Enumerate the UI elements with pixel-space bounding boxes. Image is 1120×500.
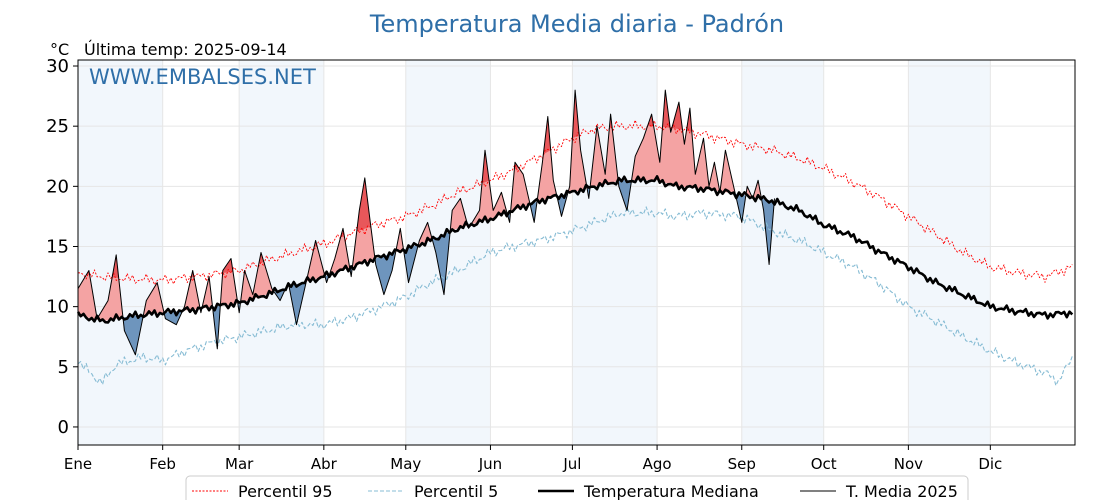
month-band-ene bbox=[78, 60, 163, 445]
below-median-fill-7 bbox=[325, 274, 329, 283]
x-tick-label-mar: Mar bbox=[225, 455, 254, 473]
x-tick-label-abr: Abr bbox=[311, 455, 338, 473]
y-tick-label-5: 5 bbox=[58, 357, 69, 378]
y-tick-label-20: 20 bbox=[46, 176, 69, 197]
x-tick-label-nov: Nov bbox=[894, 455, 923, 473]
below-median-fill-6 bbox=[289, 281, 307, 325]
above-p95-fill-11 bbox=[573, 90, 579, 138]
month-band-sep bbox=[741, 60, 824, 445]
above-median-fill-17 bbox=[590, 114, 619, 188]
x-tick-label-oct: Oct bbox=[811, 455, 837, 473]
above-median-fill-12 bbox=[450, 198, 468, 232]
above-median-fill-10 bbox=[396, 228, 403, 252]
above-p95-fill-10 bbox=[543, 116, 551, 154]
legend-label-temperatura-mediana: Temperatura Mediana bbox=[583, 482, 759, 500]
legend-box bbox=[185, 475, 969, 500]
below-median-fill-14 bbox=[530, 201, 537, 223]
below-median-fill-21 bbox=[761, 198, 774, 265]
month-band-nov bbox=[908, 60, 991, 445]
above-p95-fill-3 bbox=[222, 258, 233, 273]
series-line-percentil-95 bbox=[77, 119, 1073, 286]
x-tick-label-ene: Ene bbox=[64, 455, 92, 473]
series-line-t-media-2025 bbox=[77, 89, 775, 356]
above-p95-fill-4 bbox=[259, 252, 264, 264]
above-median-fill-16 bbox=[568, 90, 587, 194]
y-tick-label-25: 25 bbox=[46, 116, 69, 137]
y-tick-label-15: 15 bbox=[46, 236, 69, 257]
above-median-fill-21 bbox=[753, 180, 761, 199]
above-median-fill-14 bbox=[510, 162, 530, 211]
watermark-text: WWW.EMBALSES.NET bbox=[89, 65, 316, 89]
y-unit-label: °C bbox=[50, 40, 69, 59]
above-median-fill-8 bbox=[329, 228, 350, 275]
series-line-percentil-5 bbox=[77, 206, 1073, 387]
x-tick-label-dic: Dic bbox=[978, 455, 1002, 473]
chart-legend: Percentil 95 Percentil 5 Temperatura Media… bbox=[185, 475, 969, 500]
month-band-mar bbox=[239, 60, 324, 445]
below-median-fill-3 bbox=[213, 305, 220, 349]
x-tick-label-feb: Feb bbox=[149, 455, 176, 473]
series-line-temperatura-mediana bbox=[76, 175, 1074, 324]
above-median-fill-7 bbox=[306, 240, 325, 282]
last-temp-subtitle: Última temp: 2025-09-14 bbox=[84, 40, 287, 59]
below-median-fill-9 bbox=[375, 252, 396, 295]
above-p95-fill-7 bbox=[357, 177, 371, 232]
above-median-fill-2 bbox=[183, 270, 200, 311]
y-tick-label-30: 30 bbox=[46, 56, 69, 77]
x-tick-label-jul: Jul bbox=[562, 455, 581, 473]
legend-label-percentil-5: Percentil 5 bbox=[414, 482, 498, 500]
legend-label-percentil-95: Percentil 95 bbox=[238, 482, 333, 500]
above-median-fill-0 bbox=[78, 254, 123, 322]
y-tick-label-10: 10 bbox=[46, 297, 69, 318]
x-tick-label-may: May bbox=[390, 455, 421, 473]
month-band-jul bbox=[572, 60, 658, 445]
plot-border bbox=[77, 59, 1076, 446]
x-tick-label-sep: Sep bbox=[728, 455, 756, 473]
above-p95-fill-15 bbox=[662, 90, 671, 128]
above-median-fill-1 bbox=[143, 282, 164, 315]
x-tick-label-ago: Ago bbox=[643, 455, 672, 473]
above-p95-fill-8 bbox=[482, 150, 490, 184]
y-tick-label-0: 0 bbox=[58, 417, 69, 438]
x-tick-label-jun: Jun bbox=[478, 455, 502, 473]
above-median-fill-5 bbox=[240, 252, 274, 303]
legend-label-t-media-2025: T. Media 2025 bbox=[845, 482, 958, 500]
above-p95-fill-1 bbox=[112, 254, 119, 278]
chart-title: Temperatura Media diaria - Padrón bbox=[369, 10, 784, 38]
above-median-fill-15 bbox=[537, 116, 557, 202]
below-median-fill-0 bbox=[123, 314, 143, 355]
